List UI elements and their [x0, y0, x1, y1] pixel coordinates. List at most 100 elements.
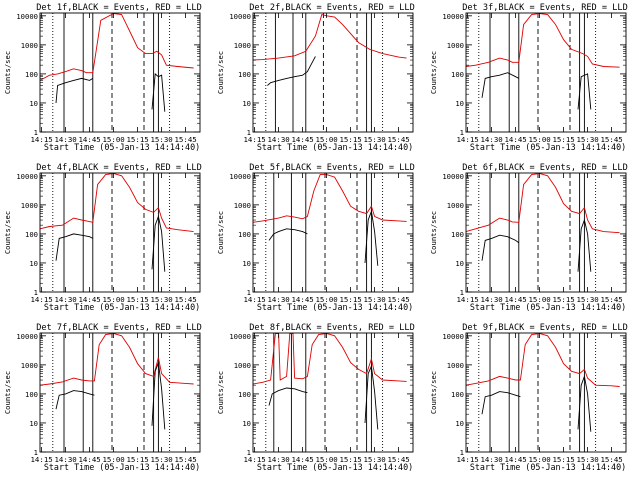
y-tick-label: 10000 — [229, 332, 251, 341]
x-tick-label: 15:00 — [528, 135, 550, 144]
x-tick-label: 15:15 — [339, 295, 361, 304]
x-tick-label: 14:45 — [78, 135, 100, 144]
plot-frame — [252, 332, 414, 453]
series-line-black — [55, 77, 94, 104]
x-tick-label: 14:30 — [480, 135, 502, 144]
y-tick-label: 1000 — [447, 201, 464, 210]
x-tick-label: 15:30 — [150, 135, 172, 144]
chart-panel: Det 1f,BLACK = Events, RED = LLD Counts/s… — [3, 3, 202, 152]
plot-frame — [465, 172, 627, 293]
x-tick-label: 15:45 — [600, 455, 622, 464]
x-tick-label: 14:45 — [504, 455, 526, 464]
y-tick-label: 100 — [451, 390, 464, 399]
y-tick-label: 1000 — [447, 361, 464, 370]
y-axis-label: Counts/sec — [3, 211, 12, 254]
x-tick-label: 14:15 — [456, 135, 478, 144]
x-tick-label: 15:30 — [576, 295, 598, 304]
y-tick-label: 100 — [451, 230, 464, 239]
series-line-black — [151, 72, 166, 112]
x-tick-label: 14:15 — [243, 135, 265, 144]
y-tick-label: 10000 — [16, 332, 38, 341]
x-axis-label: Start Time (05-Jan-13 14:14:40) — [257, 142, 413, 152]
x-tick-label: 15:45 — [387, 295, 409, 304]
x-tick-label: 15:30 — [363, 135, 385, 144]
plot-frame — [465, 332, 627, 453]
x-tick-label: 15:45 — [387, 455, 409, 464]
series-line-red — [465, 13, 620, 68]
x-tick-label: 14:15 — [243, 455, 265, 464]
series-line-red — [465, 173, 620, 234]
y-tick-label: 10 — [455, 99, 464, 108]
series-line-red — [39, 333, 194, 386]
chart-title: Det 8f,BLACK = Events, RED = LLD — [249, 323, 415, 333]
x-tick-label: 14:45 — [504, 295, 526, 304]
x-tick-label: 14:45 — [78, 295, 100, 304]
y-tick-label: 1 — [460, 288, 464, 297]
y-tick-label: 10000 — [16, 12, 38, 21]
chart-title: Det 1f,BLACK = Events, RED = LLD — [36, 3, 202, 13]
x-tick-label: 15:15 — [552, 295, 574, 304]
x-tick-label: 14:45 — [291, 455, 313, 464]
y-tick-label: 100 — [238, 70, 251, 79]
x-tick-label: 15:00 — [315, 135, 337, 144]
x-axis-label: Start Time (05-Jan-13 14:14:40) — [44, 142, 200, 152]
series-line-red — [39, 13, 194, 81]
series-line-black — [364, 209, 379, 266]
y-tick-label: 1 — [247, 448, 251, 457]
x-tick-label: 15:00 — [315, 295, 337, 304]
series-line-black — [151, 362, 166, 430]
y-axis-label: Counts/sec — [216, 371, 225, 414]
series-line-black — [577, 73, 592, 110]
chart-panel: Det 3f,BLACK = Events, RED = LLD Counts/s… — [429, 3, 628, 152]
x-tick-label: 14:30 — [267, 135, 289, 144]
y-tick-label: 10 — [29, 419, 38, 428]
y-axis-label: Counts/sec — [3, 51, 12, 94]
y-tick-label: 1000 — [234, 41, 251, 50]
y-tick-label: 1 — [34, 128, 38, 137]
x-axis-label: Start Time (05-Jan-13 14:14:40) — [257, 302, 413, 312]
x-tick-label: 14:30 — [54, 295, 76, 304]
series-line-red — [252, 14, 407, 61]
x-tick-label: 14:15 — [30, 295, 52, 304]
y-tick-label: 1 — [34, 448, 38, 457]
x-tick-label: 15:45 — [600, 135, 622, 144]
x-tick-label: 14:30 — [267, 455, 289, 464]
plot-frame — [39, 12, 201, 133]
x-axis-label: Start Time (05-Jan-13 14:14:40) — [44, 302, 200, 312]
chart-panel: Det 6f,BLACK = Events, RED = LLD Counts/s… — [429, 163, 628, 312]
plot-frame — [252, 172, 414, 293]
y-tick-label: 100 — [451, 70, 464, 79]
y-tick-label: 10 — [455, 259, 464, 268]
x-tick-label: 15:45 — [387, 135, 409, 144]
series-line-black — [267, 56, 316, 86]
x-axis-label: Start Time (05-Jan-13 14:14:40) — [470, 142, 626, 152]
y-tick-label: 1000 — [234, 361, 251, 370]
x-tick-label: 15:45 — [174, 455, 196, 464]
y-tick-label: 1 — [247, 288, 251, 297]
chart-panel: Det 7f,BLACK = Events, RED = LLD Counts/s… — [3, 323, 202, 472]
y-tick-label: 100 — [25, 70, 38, 79]
x-tick-label: 15:30 — [576, 135, 598, 144]
plot-frame — [465, 12, 627, 133]
series-line-red — [465, 333, 620, 387]
x-tick-label: 14:15 — [456, 295, 478, 304]
x-tick-label: 14:30 — [480, 295, 502, 304]
y-tick-label: 1 — [247, 128, 251, 137]
y-tick-label: 10000 — [229, 172, 251, 181]
y-tick-label: 10 — [455, 419, 464, 428]
series-line-red — [252, 174, 407, 223]
series-line-black — [481, 234, 520, 261]
x-tick-label: 15:00 — [528, 295, 550, 304]
chart-title: Det 4f,BLACK = Events, RED = LLD — [36, 163, 202, 173]
y-axis-label: Counts/sec — [3, 371, 12, 414]
y-axis-label: Counts/sec — [429, 371, 438, 414]
chart-title: Det 5f,BLACK = Events, RED = LLD — [249, 163, 415, 173]
y-tick-label: 1000 — [21, 201, 38, 210]
y-tick-label: 1 — [460, 448, 464, 457]
y-tick-label: 10 — [242, 99, 251, 108]
y-tick-label: 10 — [29, 99, 38, 108]
series-line-black — [268, 387, 308, 406]
chart-panel: Det 2f,BLACK = Events, RED = LLD Counts/s… — [216, 3, 415, 152]
x-tick-label: 15:45 — [174, 295, 196, 304]
